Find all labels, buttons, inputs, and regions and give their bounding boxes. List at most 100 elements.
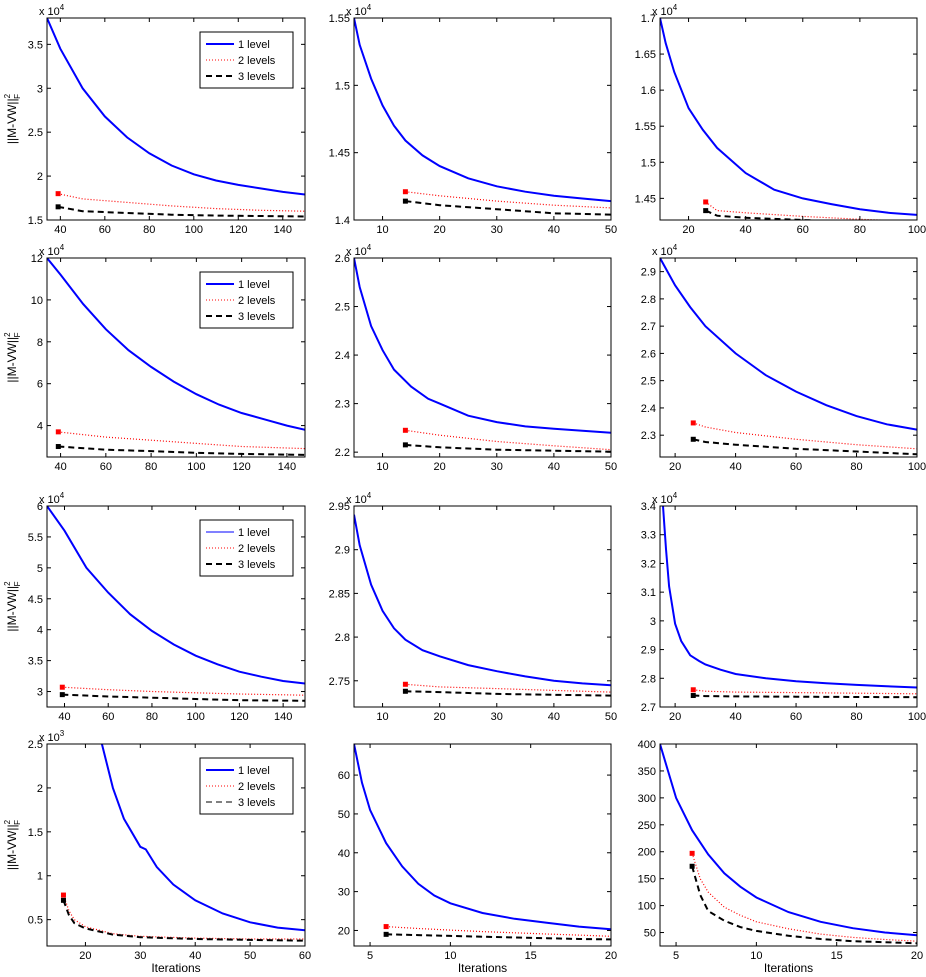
legend-label-3: 3 levels	[238, 559, 276, 571]
start-marker-3	[690, 436, 696, 442]
legend-label-2: 2 levels	[238, 781, 276, 793]
y-tick-label: 2.9	[641, 267, 656, 279]
y-tick-label: 3	[37, 83, 43, 95]
y-tick-label: 2.5	[335, 302, 350, 314]
start-marker-3	[689, 863, 695, 869]
start-marker-3	[402, 688, 408, 694]
x-tick-label: 80	[146, 711, 158, 723]
y-tick-label: 3.3	[641, 530, 656, 542]
y-tick-label: 5	[37, 563, 43, 575]
x-tick-label: 40	[729, 711, 741, 723]
y-tick-label: 6	[37, 501, 43, 513]
x-tick-label: 100	[908, 224, 926, 236]
y-tick-label: 3.5	[28, 39, 43, 51]
y-tick-label: 150	[638, 874, 656, 886]
legend-label-1: 1 level	[238, 527, 270, 539]
y-tick-label: 2.5	[28, 127, 43, 139]
y-tick-label: 2.6	[335, 253, 350, 265]
series-line-3	[691, 866, 917, 945]
series-line-2	[405, 683, 611, 693]
x-tick-label: 100	[908, 711, 926, 723]
y-tick-label: 4	[37, 625, 43, 637]
start-marker-3	[402, 442, 408, 448]
series-line-1	[100, 744, 305, 932]
y-tick-label: 1.5	[641, 157, 656, 169]
x-tick-label: 60	[100, 461, 112, 473]
y-tick-label: 1.45	[329, 148, 350, 160]
x-tick-label: 5	[367, 950, 373, 962]
series-line-1	[354, 258, 611, 434]
start-marker-3	[402, 198, 408, 204]
y-tick-label: 2.75	[329, 676, 350, 688]
x-tick-label: 20	[669, 461, 681, 473]
series-line-1	[660, 744, 917, 937]
y-tick-label: 2.7	[641, 321, 656, 333]
y-tick-label: 3.4	[641, 501, 656, 513]
y-tick-label: 2.7	[641, 702, 656, 714]
start-marker-2	[402, 189, 408, 195]
y-tick-label: 400	[638, 739, 656, 751]
x-tick-label: 120	[230, 711, 248, 723]
y-tick-label: 60	[338, 770, 350, 782]
series-line-1	[660, 258, 917, 431]
axes-box	[659, 17, 918, 221]
x-tick-label: 30	[491, 711, 503, 723]
subplot-r0-c2: 20 40 60 80 100 1.45 1.5 1.55 1.6 1.65 1.7x 104	[635, 3, 926, 236]
x-tick-label: 40	[54, 224, 66, 236]
y-tick-label: 2.4	[641, 403, 656, 415]
subplot-r3-c1: 5 10 15 20 20 30 40 50 60 Iterations	[338, 743, 617, 975]
axes-box	[353, 257, 612, 458]
legend-label-1: 1 level	[238, 39, 270, 51]
start-marker-2	[690, 420, 696, 426]
y-tick-label: 2.8	[641, 673, 656, 685]
subplot-r3-c2: 5 10 15 20 50 100 150 200 250 300 350 400 Iterations	[638, 739, 923, 975]
y-tick-label: 6	[37, 379, 43, 391]
y-tick-label: 1.5	[28, 827, 43, 839]
x-tick-label: 20	[669, 711, 681, 723]
start-marker-3	[55, 444, 61, 450]
x-tick-label: 20	[605, 950, 617, 962]
series-line-2	[691, 853, 917, 942]
x-tick-label: 20	[911, 950, 923, 962]
start-marker-3	[383, 931, 389, 937]
start-marker-2	[690, 687, 696, 693]
x-tick-label: 10	[376, 711, 388, 723]
start-marker-3	[55, 204, 61, 210]
series-line-3	[693, 438, 917, 456]
y-tick-label: 8	[37, 337, 43, 349]
y-tick-label: 10	[31, 295, 43, 307]
y-tick-label: 4.5	[28, 594, 43, 606]
x-tick-label: 100	[908, 461, 926, 473]
axis-scale-factor: x 104	[346, 3, 372, 18]
subplot-r2-c2: 20 40 60 80 100 2.7 2.8 2.9 3 3.1 3.2 3.3 3.4x 104	[641, 491, 926, 723]
subplot-r1-c0: 40 60 80 100 120 140 4 6 8 10 12x 104 ||M-VW||2F 1 l…	[3, 243, 306, 473]
y-tick-label: 1.7	[641, 13, 656, 25]
start-marker-2	[59, 684, 65, 690]
y-tick-label: 30	[338, 887, 350, 899]
series-line-2	[693, 689, 917, 695]
x-axis-label: Iterations	[151, 961, 200, 975]
series-line-1	[47, 506, 305, 685]
series-line-2	[62, 686, 305, 696]
legend-label-2: 2 levels	[238, 55, 276, 67]
x-tick-label: 60	[790, 711, 802, 723]
subplot-r1-c1: 10 20 30 40 50 2.2 2.3 2.4 2.5 2.6x 104	[335, 243, 617, 473]
axis-scale-factor: x 104	[346, 491, 372, 506]
y-tick-label: 200	[638, 847, 656, 859]
x-tick-label: 50	[605, 224, 617, 236]
start-marker-3	[60, 897, 66, 903]
y-tick-label: 2	[37, 783, 43, 795]
x-tick-label: 140	[278, 461, 296, 473]
y-tick-label: 2.8	[641, 294, 656, 306]
x-tick-label: 50	[605, 711, 617, 723]
start-marker-2	[55, 191, 61, 197]
x-tick-label: 20	[682, 224, 694, 236]
y-tick-label: 2.5	[641, 376, 656, 388]
legend: 1 level 2 levels 3 levels	[199, 757, 294, 815]
y-tick-label: 12	[31, 253, 43, 265]
legend-label-3: 3 levels	[238, 71, 276, 83]
x-tick-label: 30	[491, 461, 503, 473]
y-tick-label: 3.2	[641, 558, 656, 570]
start-marker-2	[402, 427, 408, 433]
axis-scale-factor: x 103	[39, 729, 65, 744]
